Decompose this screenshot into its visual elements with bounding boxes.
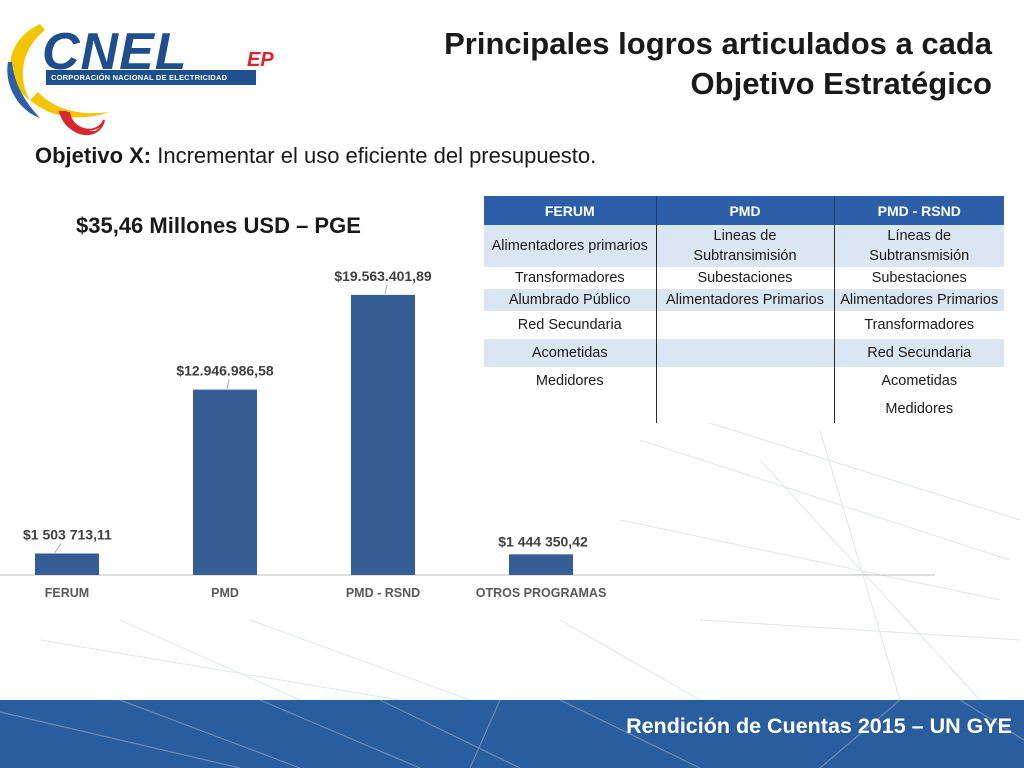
table-cell: Alimentadores Primarios — [833, 289, 1004, 311]
budget-bar-chart: FERUM $1 503 713,11 PMD $12.946.986,58 PMD -… — [0, 268, 935, 600]
data-label-leader — [384, 284, 388, 294]
table-row: Alumbrado Público Alimentadores Primario… — [484, 289, 1004, 311]
table-cell: Acometidas — [833, 367, 1004, 395]
data-label: $12.946.986,58 — [176, 363, 274, 379]
table-row: Medidores — [484, 395, 1004, 423]
page-title: Principales logros articulados a cada Ob… — [372, 24, 992, 104]
chart-title: $35,46 Millones USD – PGE — [76, 213, 361, 238]
table-cell — [655, 311, 834, 339]
table-cell: Lineas de Subtransimisión — [655, 225, 834, 267]
data-label: $19.563.401,89 — [334, 268, 432, 284]
table-row: Acometidas Red Secundaria — [484, 339, 1004, 367]
title-line-1: Principales logros articulados a cada — [444, 26, 992, 61]
objective-text: Incrementar el uso eficiente del presupu… — [151, 143, 597, 168]
logo-suffix: EP — [247, 49, 274, 71]
table-cell: Líneas de Subtransmisión — [833, 225, 1004, 267]
table-cell — [655, 367, 834, 395]
table-cell: Alimentadores primarios — [484, 225, 656, 267]
x-tick-label: FERUM — [45, 586, 89, 600]
table-row: Transformadores Subestaciones Subestacio… — [484, 267, 1004, 289]
table-header-pmd-rsnd: PMD - RSND — [833, 196, 1004, 225]
table-cell: Red Secundaria — [833, 339, 1004, 367]
data-label-leader — [54, 543, 62, 553]
table-cell — [655, 395, 834, 423]
data-label: $1 503 713,11 — [23, 526, 112, 542]
x-tick-label: OTROS PROGRAMAS — [476, 586, 607, 600]
title-line-2: Objetivo Estratégico — [690, 66, 992, 101]
table-cell: Alumbrado Público — [484, 289, 656, 311]
objective-label: Objetivo X: — [35, 143, 152, 168]
table-cell: Medidores — [484, 367, 656, 395]
footer-band — [0, 700, 1024, 768]
bar-pmd-rsnd — [351, 294, 415, 575]
table-header-ferum: FERUM — [484, 196, 656, 225]
bar-ferum — [35, 553, 99, 575]
objective-statement: Objetivo X: Incrementar el uso eficiente… — [35, 143, 596, 169]
logo-wordmark: CNEL — [42, 23, 188, 81]
footer-caption: Rendición de Cuentas 2015 – UN GYE — [626, 714, 1012, 738]
company-logo: CNEL EP CORPORACIÓN NACIONAL DE ELECTRIC… — [0, 0, 300, 145]
bar-pmd — [193, 389, 257, 575]
table-cell: Subestaciones — [833, 267, 1004, 289]
table-row: Alimentadores primarios Lineas de Subtra… — [484, 225, 1004, 267]
table-cell: Transformadores — [833, 311, 1004, 339]
table-row: Red Secundaria Transformadores — [484, 311, 1004, 339]
table-cell: Subestaciones — [655, 267, 834, 289]
projects-table: FERUM PMD PMD - RSND Alimentadores prima… — [484, 196, 1004, 423]
data-label: $1 444 350,42 — [498, 533, 588, 549]
table-cell: Red Secundaria — [484, 311, 656, 339]
table-header-pmd: PMD — [655, 196, 834, 225]
table-cell: Medidores — [833, 395, 1004, 423]
bar-otros-programas — [509, 554, 573, 575]
logo-swoosh-icon — [7, 24, 110, 136]
table-cell: Alimentadores Primarios — [655, 289, 834, 311]
logo-tagline: CORPORACIÓN NACIONAL DE ELECTRICIDAD — [46, 70, 256, 85]
table-header-row: FERUM PMD PMD - RSND — [484, 196, 1004, 225]
x-tick-label: PMD — [211, 586, 239, 600]
table-cell: Acometidas — [484, 339, 656, 367]
x-tick-label: PMD - RSND — [346, 586, 420, 600]
table-cell: Transformadores — [484, 267, 656, 289]
table-cell — [655, 339, 834, 367]
table-row: Medidores Acometidas — [484, 367, 1004, 395]
data-label-leader — [226, 379, 230, 389]
table-cell — [484, 395, 656, 423]
